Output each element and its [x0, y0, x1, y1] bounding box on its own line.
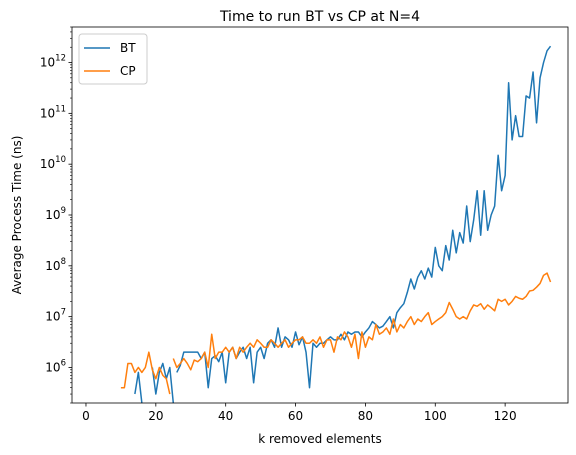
series-line-bt: [134, 45, 552, 403]
series-layer: [120, 45, 552, 403]
x-axis: 0 20 40 60 80 100 120: [82, 403, 517, 423]
y-tick-label-7: 107: [45, 308, 66, 324]
y-tick-label-10: 1010: [40, 155, 66, 171]
y-tick-label-9: 109: [45, 206, 66, 222]
legend-label-bt: BT: [120, 41, 136, 55]
x-tick-label-100: 100: [424, 409, 447, 423]
y-tick-label-8: 108: [45, 257, 66, 273]
x-tick-label-60: 60: [288, 409, 303, 423]
legend-box: [78, 33, 148, 85]
y-tick-label-11: 1011: [40, 104, 66, 120]
x-axis-label: k removed elements: [258, 432, 382, 446]
legend-label-cp: CP: [120, 64, 136, 78]
x-tick-label-80: 80: [358, 409, 373, 423]
plot-area: [72, 27, 568, 403]
x-tick-label-20: 20: [148, 409, 163, 423]
y-tick-label-12: 1012: [40, 54, 66, 70]
y-axis: 106 107 108 109 1010 1011 1012: [40, 26, 72, 404]
x-tick-label-40: 40: [218, 409, 233, 423]
y-axis-label: Average Process Time (ns): [10, 136, 24, 295]
y-tick-label-6: 106: [45, 358, 66, 374]
x-tick-label-0: 0: [82, 409, 90, 423]
chart-title: Time to run BT vs CP at N=4: [219, 9, 420, 25]
legend: BT CP: [78, 33, 148, 85]
x-tick-label-120: 120: [494, 409, 517, 423]
series-line-cp: [120, 272, 552, 395]
